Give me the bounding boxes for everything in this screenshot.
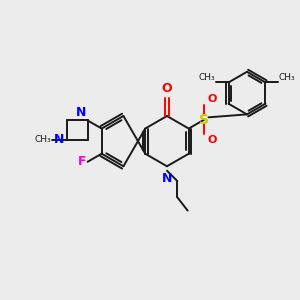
Text: CH₃: CH₃ [34,135,51,144]
Text: N: N [76,106,86,119]
Text: O: O [162,82,172,95]
Text: N: N [162,172,172,184]
Text: CH₃: CH₃ [279,73,295,82]
Text: S: S [199,113,209,127]
Text: N: N [54,133,64,146]
Text: F: F [78,155,86,168]
Text: CH₃: CH₃ [199,73,215,82]
Text: O: O [208,94,217,104]
Text: O: O [208,135,217,146]
